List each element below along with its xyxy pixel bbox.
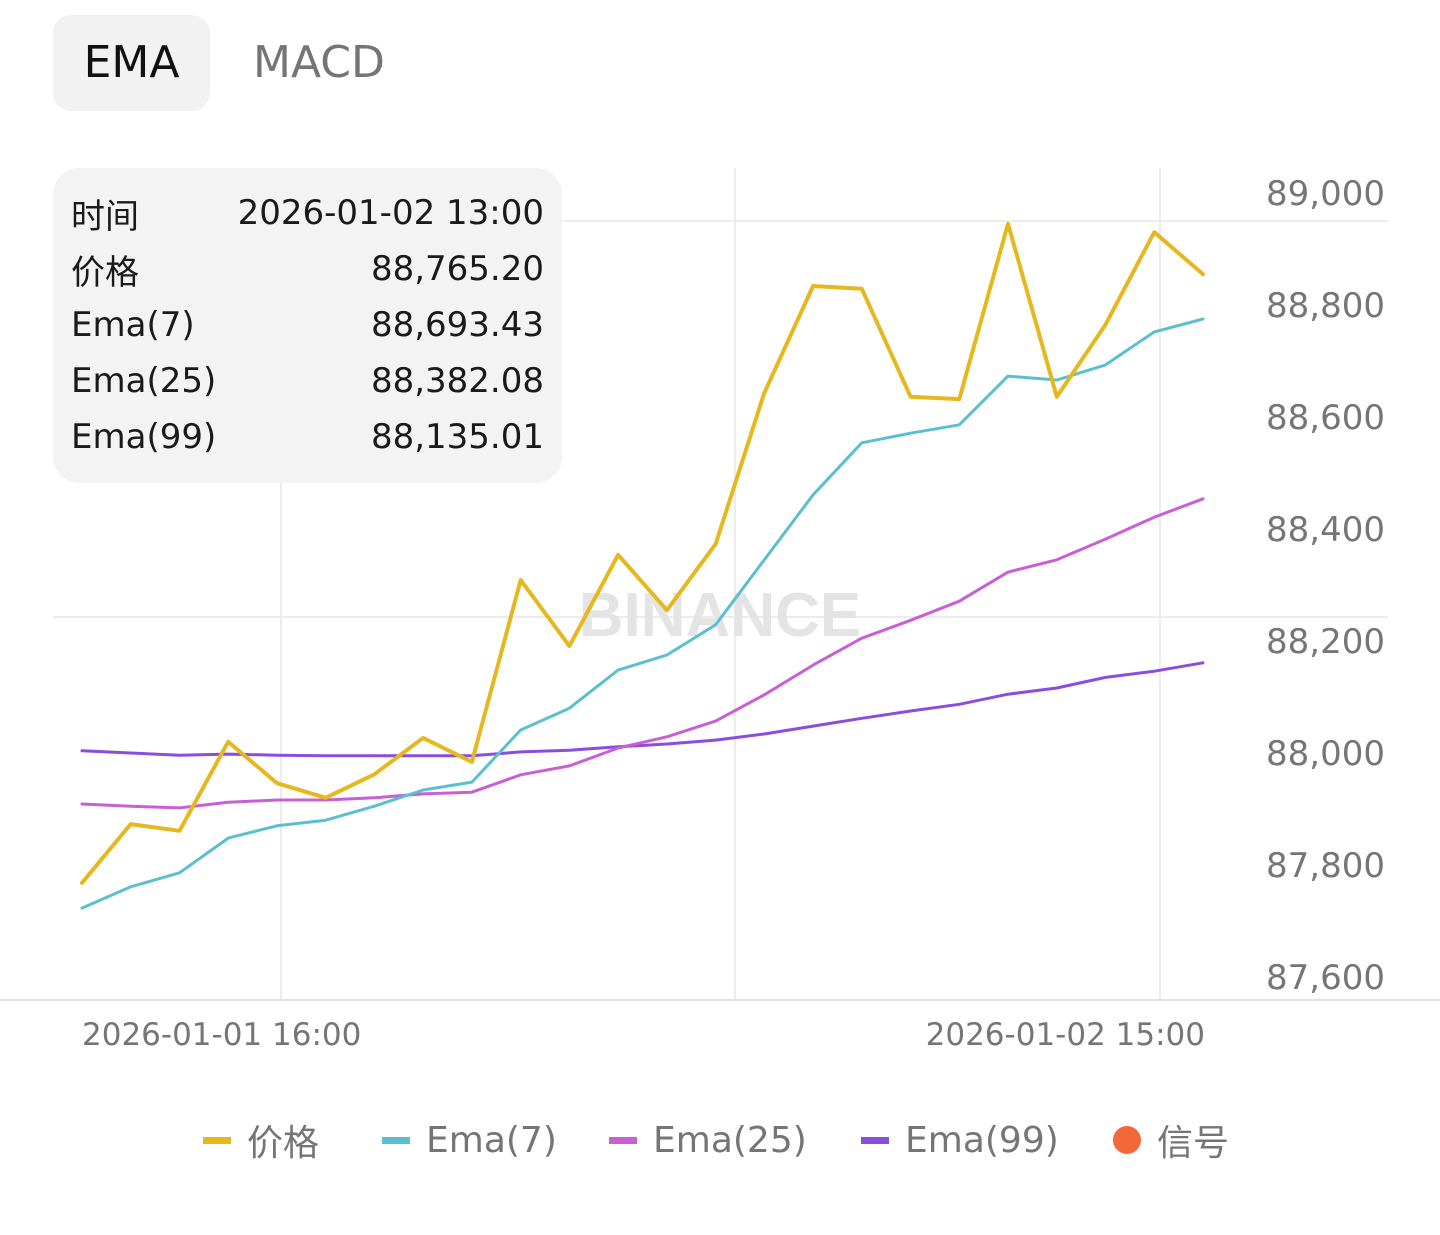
legend-item-price[interactable]: 价格 [203, 1115, 319, 1165]
tooltip-label: 价格 [71, 252, 139, 293]
tooltip-row-ema7: Ema(7) 88,693.43 [71, 297, 544, 353]
y-tick-label: 88,800 [1266, 286, 1385, 326]
y-tick-label: 87,600 [1266, 958, 1385, 998]
tooltip-value: 88,765.20 [370, 249, 544, 289]
tooltip-value: 88,135.01 [370, 417, 544, 457]
legend-label: 价格 [247, 1123, 320, 1164]
series-lines [80, 221, 1205, 910]
y-tick-label: 88,000 [1266, 734, 1385, 774]
y-tick-label: 87,800 [1266, 846, 1385, 886]
tooltip-value: 88,693.43 [370, 305, 544, 345]
tooltip-value: 2026-01-02 13:00 [237, 193, 544, 233]
series-line-1 [80, 317, 1205, 910]
tooltip: 时间 2026-01-02 13:00 价格 88,765.20 Ema(7) 88,… [53, 168, 562, 483]
signal-dot-icon [1113, 1126, 1141, 1154]
tooltip-row-price: 价格 88,765.20 [71, 241, 544, 297]
tooltip-label: 时间 [71, 196, 139, 237]
x-axis: 2026-01-01 16:00 2026-01-02 15:00 [82, 1017, 1205, 1053]
legend-item-ema25[interactable]: Ema(25) [609, 1115, 807, 1165]
tab-macd[interactable]: MACD [253, 37, 385, 88]
y-tick-label: 89,000 [1266, 174, 1385, 214]
legend-swatch [203, 1136, 231, 1144]
series-line-3 [80, 661, 1205, 758]
legend-item-ema7[interactable]: Ema(7) [382, 1115, 557, 1165]
legend-swatch [609, 1136, 637, 1144]
tooltip-row-ema99: Ema(99) 88,135.01 [71, 409, 544, 465]
y-axis: 89,000 88,800 88,600 88,400 88,200 88,000 87,8… [1266, 174, 1385, 998]
tooltip-label: Ema(99) [71, 417, 217, 457]
tooltip-label: Ema(25) [71, 361, 217, 401]
series-line-0 [80, 221, 1205, 885]
legend-swatch [861, 1136, 889, 1144]
legend-item-signal[interactable]: 信号 [1113, 1115, 1229, 1165]
tab-ema[interactable]: EMA [53, 15, 210, 111]
y-tick-label: 88,600 [1266, 398, 1385, 438]
legend-swatch [382, 1136, 410, 1144]
x-tick-label: 2026-01-02 15:00 [926, 1017, 1205, 1053]
legend-label: 信号 [1157, 1123, 1230, 1164]
y-tick-label: 88,400 [1266, 510, 1385, 550]
legend: 价格 Ema(7) Ema(25) Ema(99) 信号 [0, 1115, 1440, 1165]
y-tick-label: 88,200 [1266, 622, 1385, 662]
legend-item-ema99[interactable]: Ema(99) [861, 1115, 1059, 1165]
tooltip-value: 88,382.08 [370, 361, 544, 401]
tooltip-row-ema25: Ema(25) 88,382.08 [71, 353, 544, 409]
series-line-2 [80, 497, 1205, 810]
legend-label: Ema(25) [653, 1119, 807, 1161]
binance-watermark: BINANCE [579, 581, 861, 650]
tooltip-row-time: 时间 2026-01-02 13:00 [71, 185, 544, 241]
legend-label: Ema(99) [905, 1119, 1059, 1161]
legend-label: Ema(7) [426, 1119, 557, 1161]
tooltip-label: Ema(7) [71, 305, 195, 345]
x-tick-label: 2026-01-01 16:00 [82, 1017, 361, 1053]
